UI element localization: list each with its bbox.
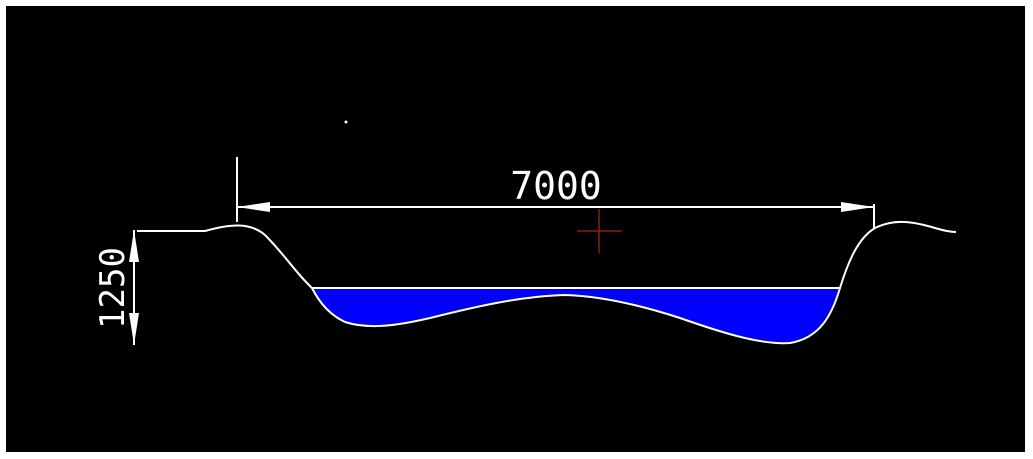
channel-profile [137, 222, 956, 343]
width-dimension-label: 7000 [510, 164, 602, 208]
width-arrow-right [841, 202, 874, 212]
crosshair-cursor-icon [577, 209, 622, 253]
depth-dimension-label: 1250 [93, 247, 133, 329]
stray-point [345, 121, 348, 124]
width-arrow-left [237, 202, 270, 212]
